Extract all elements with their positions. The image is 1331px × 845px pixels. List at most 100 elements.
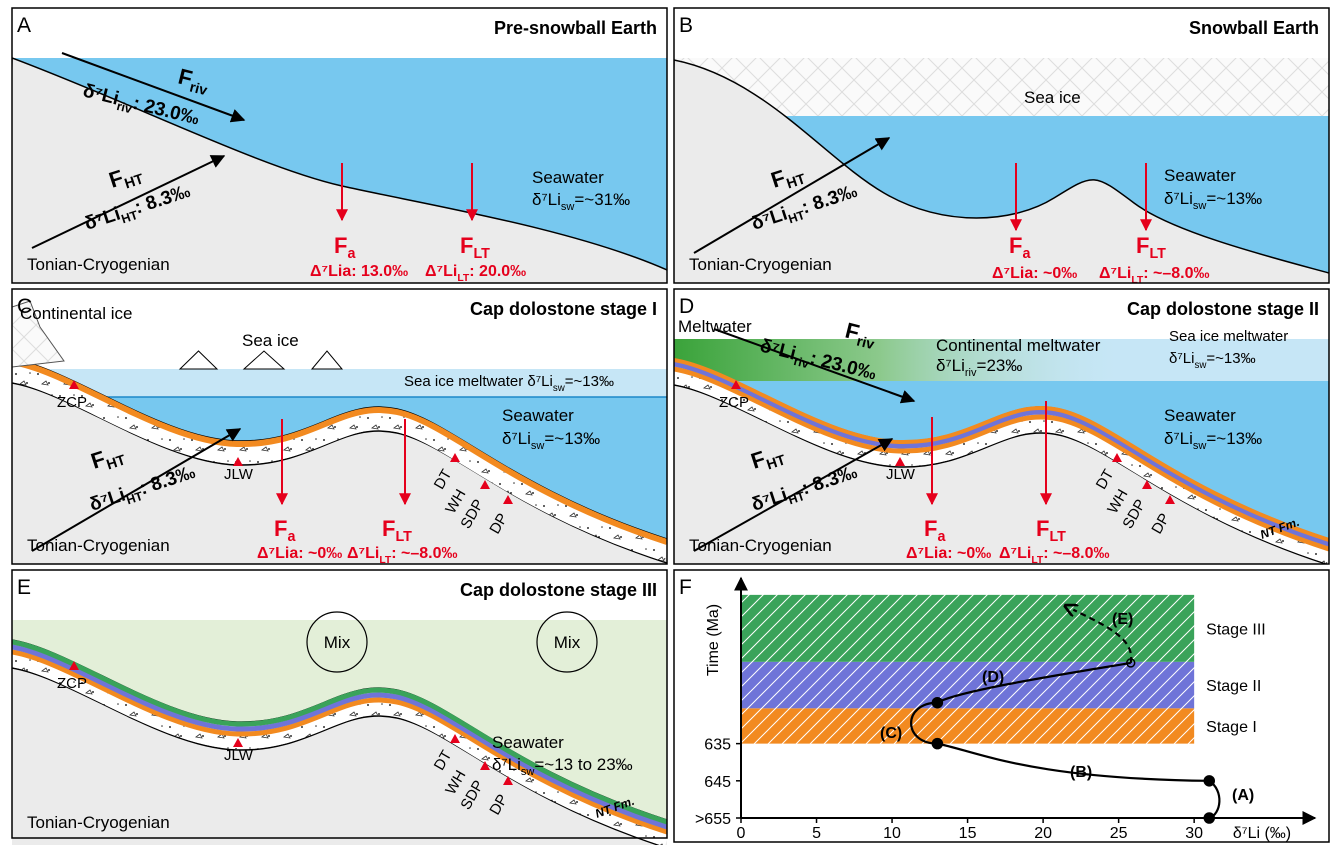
panel-letter: A <box>17 14 31 37</box>
label-text: Δ⁷Li <box>425 263 457 280</box>
label-text: Mix <box>324 633 351 652</box>
label: Mix <box>554 633 581 652</box>
label-subscript: riv <box>965 367 977 379</box>
label-suffix: : ~–8.0‰ <box>1043 545 1109 562</box>
data-point <box>1204 813 1214 823</box>
label: ZCP <box>719 394 749 411</box>
label-text: Continental meltwater <box>936 336 1101 355</box>
label-subscript: LT <box>1149 246 1166 262</box>
label-text: Seawater <box>1164 166 1236 185</box>
segment-label: (C) <box>880 725 902 742</box>
label: Δ⁷Lia: 13.0‰ <box>310 263 408 280</box>
label-text: δ⁷Li <box>532 190 561 209</box>
label: Sea ice <box>1024 88 1081 107</box>
stage-band <box>741 595 1194 662</box>
iceberg <box>180 351 217 369</box>
label-subscript: sw <box>1193 200 1207 212</box>
label-suffix: : ~0‰ <box>947 545 991 562</box>
label-text: Seawater <box>492 733 564 752</box>
label-suffix: : ~–8.0‰ <box>1143 265 1209 282</box>
label-text: Δ⁷Li <box>1099 265 1131 282</box>
y-tick-label: 635 <box>704 737 731 754</box>
label: JLW <box>224 747 254 764</box>
label-text: Sea ice <box>1024 88 1081 107</box>
label-suffix: =~13‰ <box>1206 350 1255 367</box>
label-suffix: : 20.0‰ <box>469 263 526 280</box>
y-tick-label: >655 <box>695 811 731 828</box>
label: Tonian-Cryogenian <box>27 813 170 832</box>
label-text: F <box>1009 233 1022 258</box>
iceberg <box>312 351 342 369</box>
stage-label: Stage II <box>1206 678 1261 695</box>
label: Mix <box>324 633 351 652</box>
iceberg <box>244 351 284 369</box>
label: JLW <box>886 466 916 483</box>
label: Δ⁷Lia: ~0‰ <box>992 265 1077 282</box>
curve-segment <box>1209 781 1219 818</box>
label-subscript: a <box>287 529 296 545</box>
panel: MixMixZCPJLWDTWHSDPDPSeawaterδ⁷Lisw=~13 … <box>7 570 672 845</box>
label-subscript: sw <box>561 201 575 213</box>
label-text: F <box>382 516 395 541</box>
label-subscript: sw <box>521 766 535 778</box>
label-text: Continental ice <box>20 304 132 323</box>
panel-title: Cap dolostone stage II <box>1127 299 1319 319</box>
label-suffix: =~13 to 23‰ <box>534 755 632 774</box>
label-text: δ⁷Li <box>1169 350 1194 367</box>
label-text: JLW <box>224 747 254 764</box>
label: ZCP <box>57 675 87 692</box>
label-suffix: =~31‰ <box>574 190 630 209</box>
label-text: Δ⁷Lia <box>257 545 298 562</box>
label-text: Tonian-Cryogenian <box>689 536 832 555</box>
label-text: ZCP <box>719 394 749 411</box>
stage-band <box>741 662 1194 708</box>
data-point <box>932 739 942 749</box>
label-suffix: =~13‰ <box>1206 429 1262 448</box>
label-text: Tonian-Cryogenian <box>27 813 170 832</box>
x-tick-label: 20 <box>1034 825 1052 842</box>
label-suffix: =23‰ <box>977 356 1023 375</box>
panel: Sea iceFHTδ⁷LiHT: 8.3‰FaΔ⁷Lia: ~0‰FLTΔ⁷L… <box>669 8 1331 288</box>
panel-title: Cap dolostone stage I <box>470 299 657 319</box>
label: Sea ice meltwater <box>1169 328 1288 345</box>
panel-body: Frivδ⁷Liriv: 23.0‰FHTδ⁷LiHT: 8.3‰FaΔ⁷Lia… <box>7 53 672 288</box>
figure: Frivδ⁷Liriv: 23.0‰FHTδ⁷LiHT: 8.3‰FaΔ⁷Lia… <box>0 0 1331 845</box>
label-text: F <box>460 233 473 258</box>
label-text: Δ⁷Lia <box>992 265 1033 282</box>
label-text: JLW <box>224 466 254 483</box>
stage-label: Stage I <box>1206 719 1257 736</box>
label: Seawater <box>1164 166 1236 185</box>
panel-title: Pre-snowball Earth <box>494 18 657 38</box>
label-suffix: : ~–8.0‰ <box>391 545 457 562</box>
label-subscript: LT <box>395 529 412 545</box>
panel-title: Cap dolostone stage III <box>460 580 657 600</box>
x-tick-label: 0 <box>737 825 746 842</box>
segment-label: (A) <box>1232 787 1254 804</box>
x-tick-label: 10 <box>883 825 901 842</box>
panel-letter: E <box>17 576 31 599</box>
label-text: δ⁷Li <box>1164 429 1193 448</box>
stage-label: Stage III <box>1206 621 1266 638</box>
label-text: Sea ice meltwater <box>1169 328 1288 345</box>
label: Seawater <box>502 406 574 425</box>
panel: Frivδ⁷Liriv: 23.0‰FHTδ⁷LiHT: 8.3‰FaΔ⁷Lia… <box>7 8 672 288</box>
label: Continental meltwater <box>936 336 1101 355</box>
stage-band <box>741 708 1194 743</box>
panel-letter: C <box>17 295 32 318</box>
label-text: Mix <box>554 633 581 652</box>
label-subscript: a <box>347 246 356 262</box>
x-tick-label: 25 <box>1110 825 1128 842</box>
label-suffix: =~13‰ <box>544 429 600 448</box>
label-subscript: a <box>937 529 946 545</box>
label: Seawater <box>1164 406 1236 425</box>
label-suffix: =~13‰ <box>565 373 614 390</box>
x-axis-label: δ⁷Li (‰) <box>1233 825 1291 842</box>
label-text: Sea ice meltwater δ⁷Li <box>404 373 553 390</box>
label: Tonian-Cryogenian <box>689 255 832 274</box>
panel: MeltwaterFrivδ⁷Liriv: 23.0‰Continental m… <box>669 289 1331 569</box>
label-text: F <box>334 233 347 258</box>
segment-label: (D) <box>982 669 1004 686</box>
